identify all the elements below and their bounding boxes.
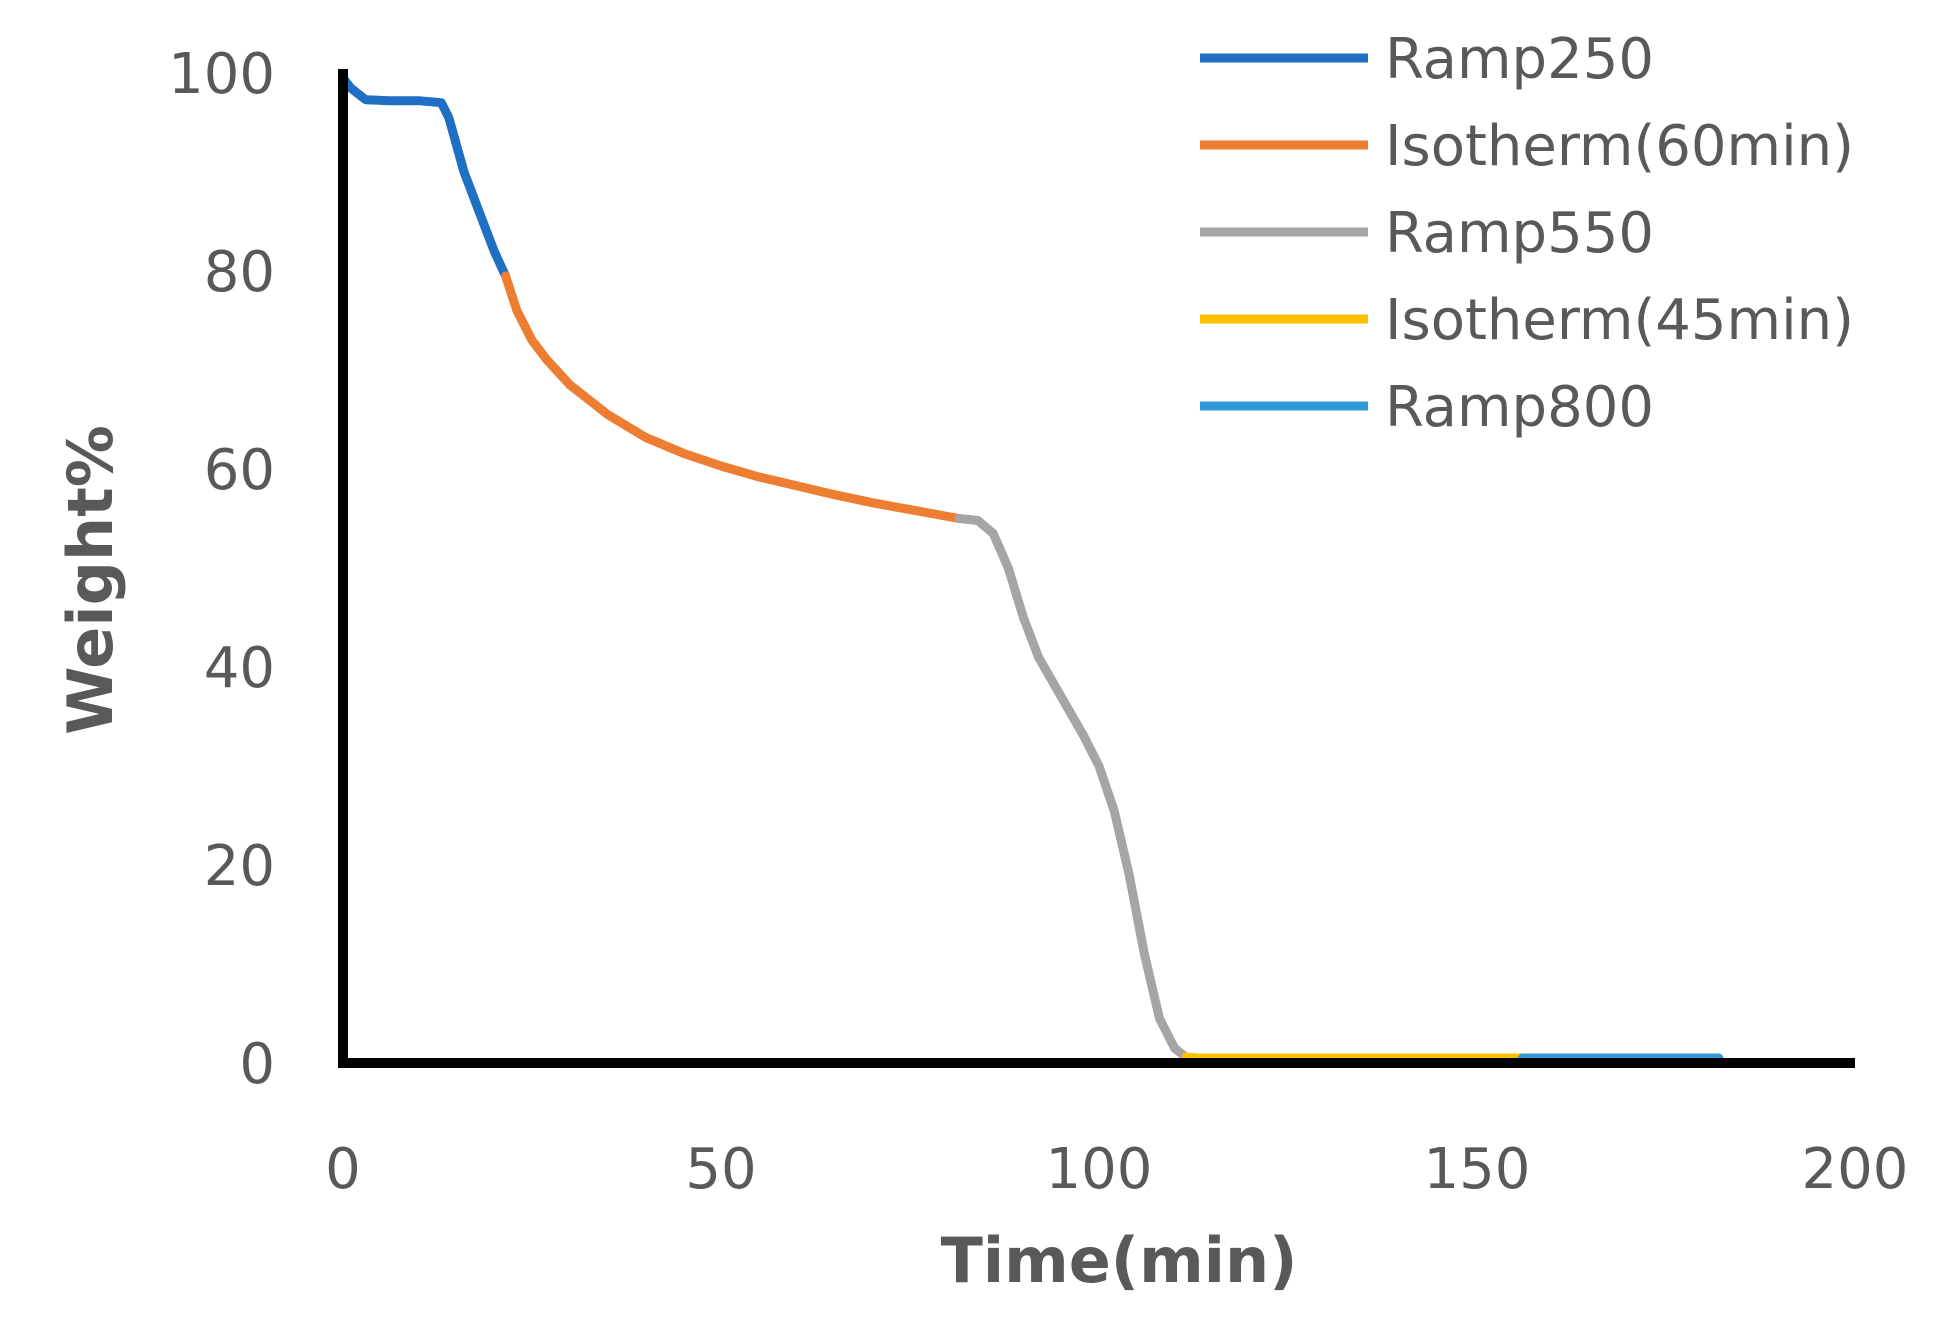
x-tick-label: 50: [685, 1137, 756, 1202]
legend-label: Ramp250: [1385, 27, 1654, 92]
legend-label: Ramp550: [1385, 201, 1654, 266]
x-tick-label: 100: [1046, 1137, 1153, 1202]
x-tick-label: 0: [325, 1137, 361, 1202]
y-tick-label: 20: [204, 834, 275, 899]
y-tick-label: 60: [204, 438, 275, 503]
y-tick-label: 40: [204, 636, 275, 701]
x-tick-label: 150: [1424, 1137, 1531, 1202]
x-tick-label: 200: [1802, 1137, 1909, 1202]
legend-label: Isotherm(60min): [1385, 114, 1854, 179]
legend-label: Isotherm(45min): [1385, 288, 1854, 353]
y-tick-label: 80: [204, 240, 275, 305]
legend: Ramp250 Isotherm(60min) Ramp550 Isotherm(45…: [1200, 27, 1854, 440]
y-axis-title: Weight%: [54, 425, 127, 735]
series-line-isotherm-45min: [1181, 1052, 1527, 1063]
y-tick-label: 100: [168, 42, 275, 107]
x-axis-title: Time(min): [941, 1224, 1298, 1297]
series-line-ramp550: [954, 514, 1191, 1062]
x-tick-labels: 0 50 100 150 200: [325, 1137, 1908, 1202]
series-line-isotherm-60min: [501, 271, 964, 523]
series-line-ramp250: [338, 73, 510, 281]
y-tick-label: 0: [239, 1032, 275, 1097]
y-tick-labels: 0 20 40 60 80 100: [168, 42, 275, 1097]
legend-label: Ramp800: [1385, 375, 1654, 440]
